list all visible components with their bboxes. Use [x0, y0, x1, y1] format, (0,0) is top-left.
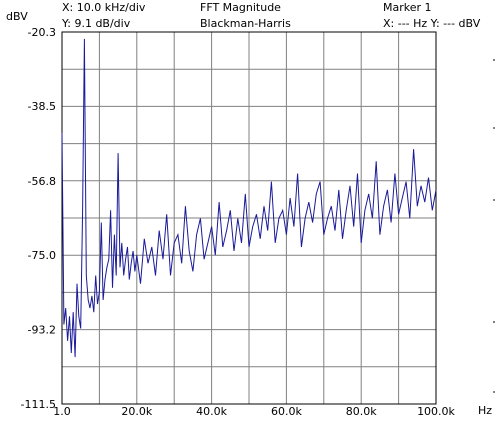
y-tick-label: -38.5 — [28, 100, 56, 113]
x-tick-label: 40.0k — [196, 405, 227, 418]
y-scale-readout: Y: 9.1 dB/div — [62, 17, 131, 30]
grid — [62, 32, 436, 404]
x-tick-label: 80.0k — [346, 405, 377, 418]
x-axis-unit: Hz — [478, 404, 492, 417]
y-tick-label: -56.8 — [28, 175, 56, 188]
window-function-label: Blackman-Harris — [200, 17, 291, 30]
chart-title: FFT Magnitude — [200, 1, 281, 14]
x-tick-label: 1.0 — [53, 405, 71, 418]
y-axis: -20.3 -38.5 -56.8 -75.0 -93.2 -111.5 — [21, 26, 56, 411]
fft-trace — [61, 38, 437, 358]
x-axis: 1.0 20.0k 40.0k 60.0k 80.0k 100.0k — [53, 405, 455, 418]
x-scale-readout: X: 10.0 kHz/div — [62, 1, 146, 14]
x-tick-label: 100.0k — [417, 405, 455, 418]
y-tick-label: -75.0 — [28, 249, 56, 262]
y-tick-label: -93.2 — [28, 323, 56, 336]
x-tick-label: 20.0k — [121, 405, 152, 418]
x-tick-label: 60.0k — [271, 405, 302, 418]
y-tick-label: -20.3 — [28, 26, 56, 39]
y-tick-label: -111.5 — [21, 398, 56, 411]
marker-readout: X: --- Hz Y: --- dBV — [383, 17, 481, 30]
plot-area — [61, 31, 437, 405]
marker-title: Marker 1 — [383, 1, 432, 14]
y-unit-label: dBV — [6, 10, 28, 23]
right-edge-ticks — [493, 59, 495, 393]
